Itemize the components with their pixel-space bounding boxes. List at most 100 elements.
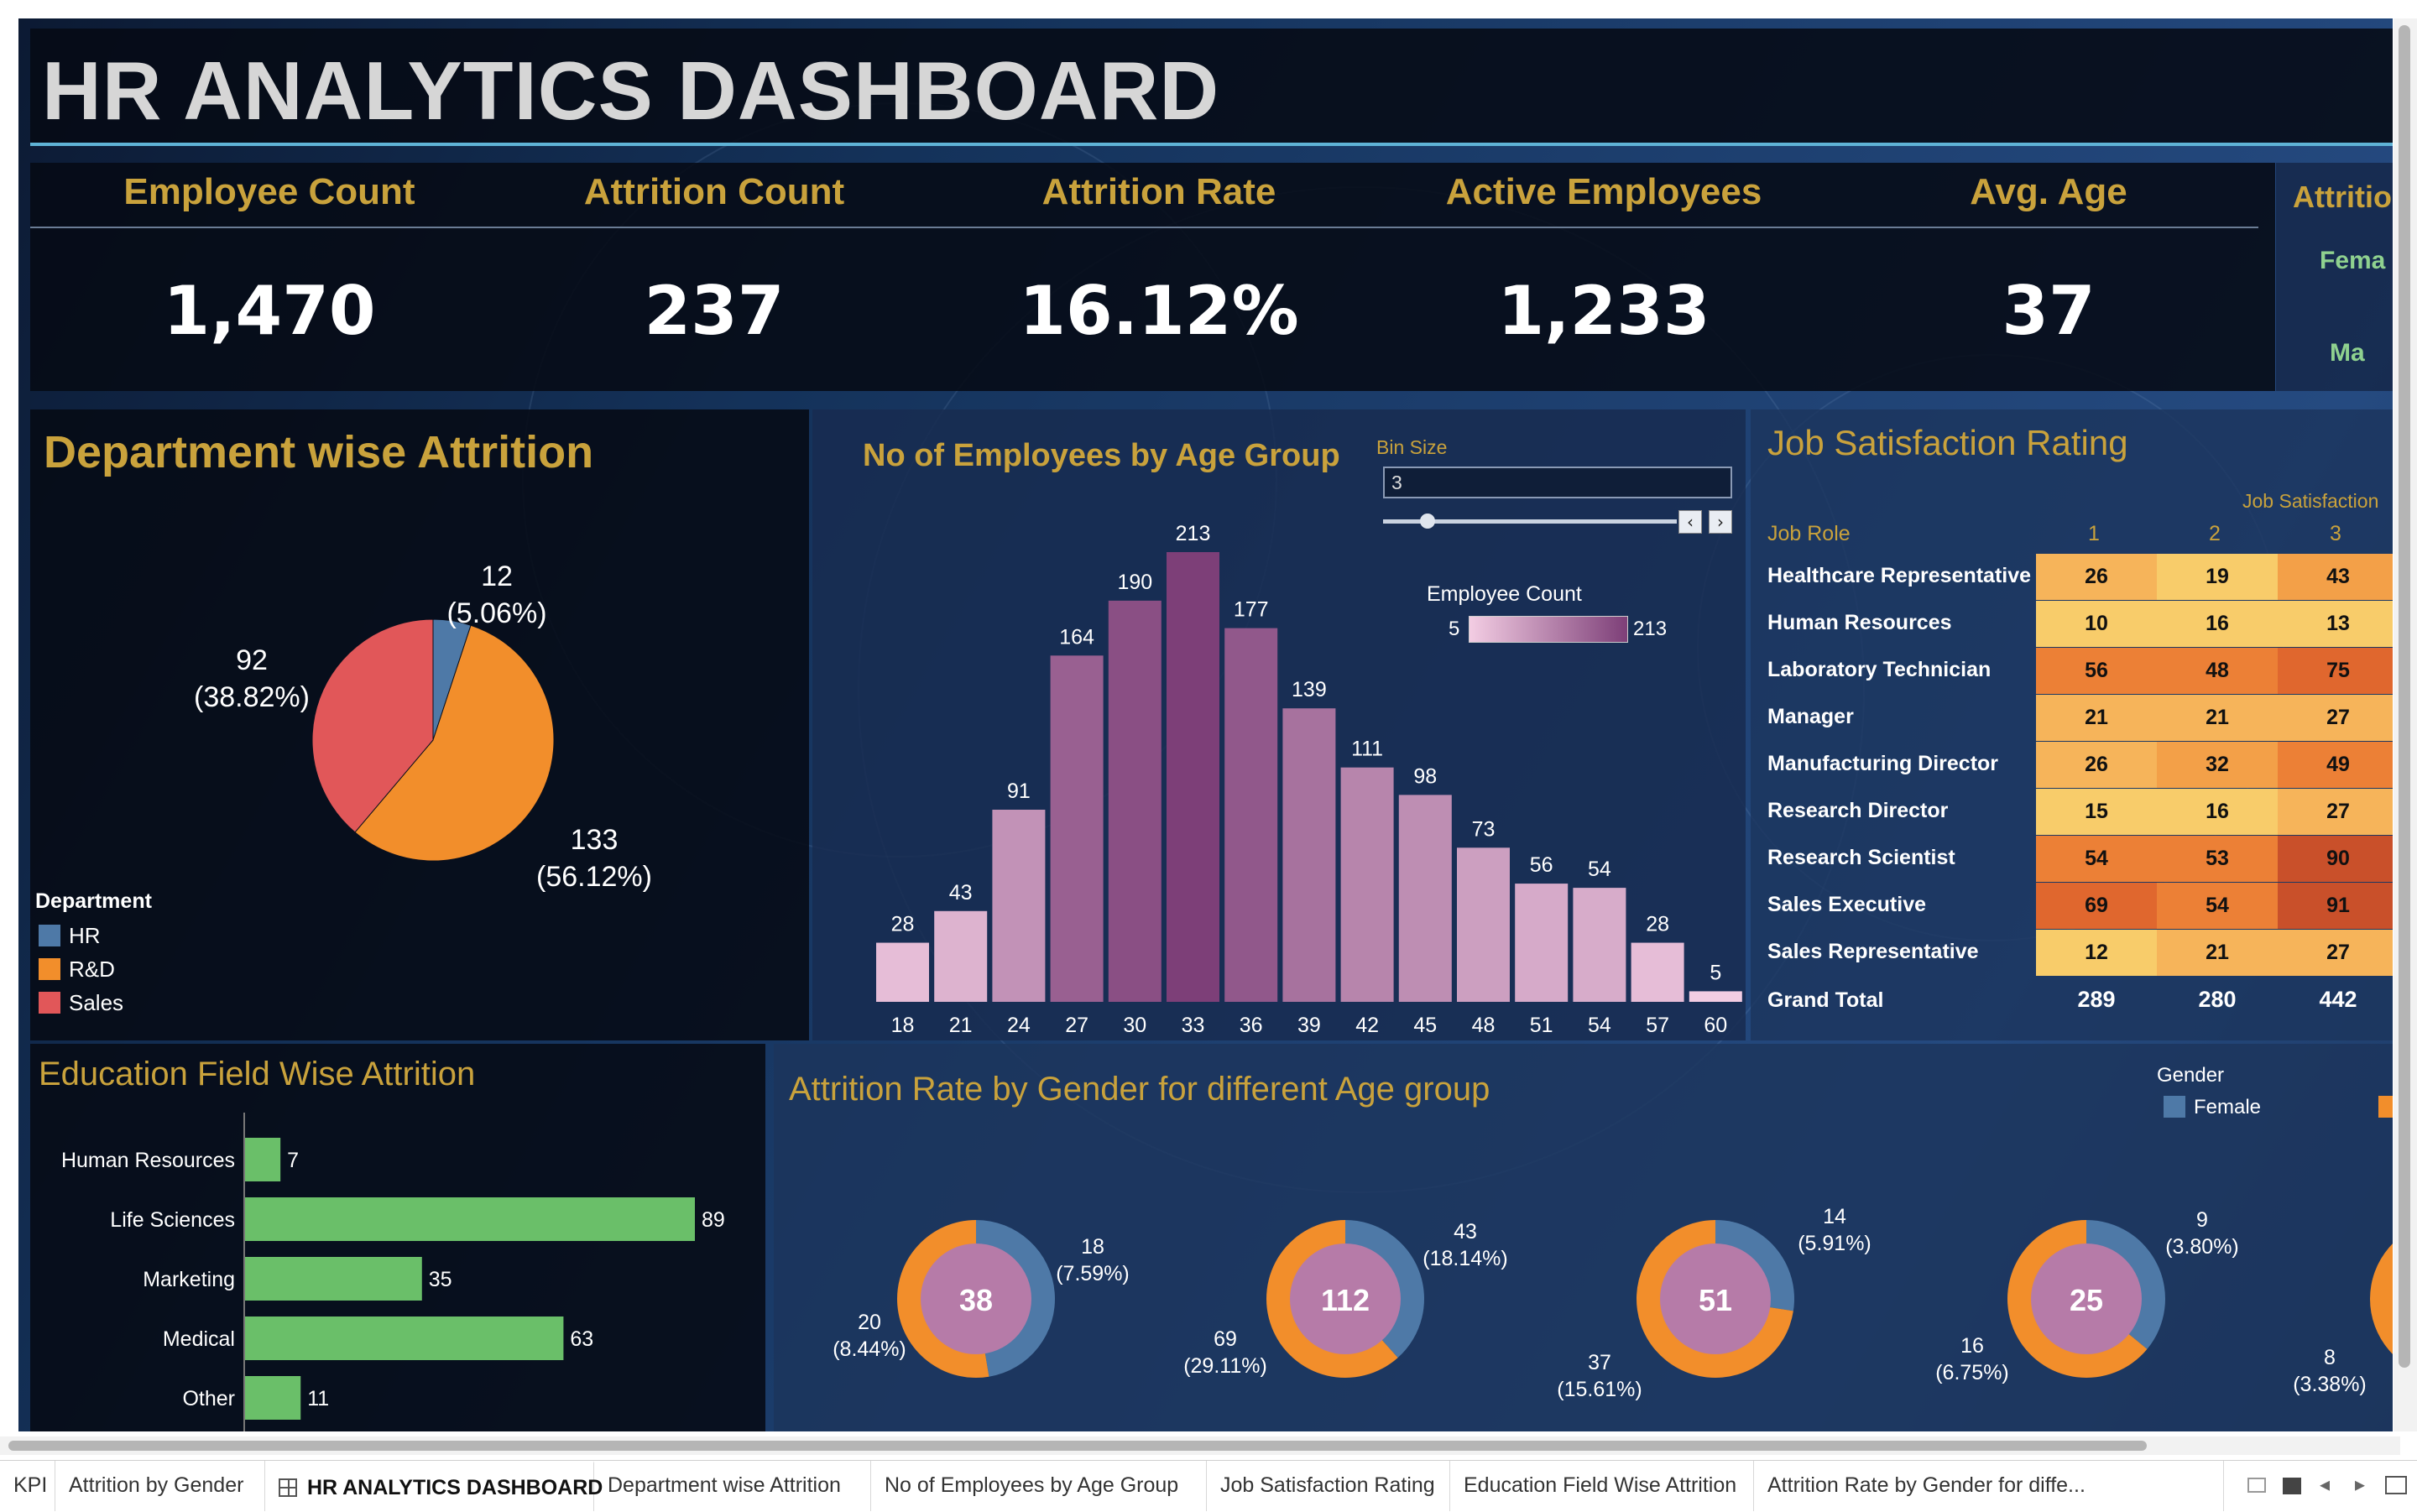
- filmstrip-view-icon[interactable]: [2283, 1478, 2301, 1494]
- education-bar[interactable]: [245, 1197, 695, 1241]
- age-bar[interactable]: [992, 810, 1046, 1002]
- heatmap-cell[interactable]: 54: [2036, 836, 2157, 882]
- slider-next-button[interactable]: ›: [1709, 510, 1732, 534]
- heatmap-cell[interactable]: 53: [2157, 836, 2278, 882]
- male-value-label: 8: [2324, 1346, 2336, 1369]
- pie-slice-sales[interactable]: [311, 618, 434, 833]
- education-field-panel[interactable]: Education Field Wise Attrition Human Res…: [30, 1044, 765, 1431]
- scroll-left-icon[interactable]: ◂: [2320, 1473, 2331, 1496]
- education-bar[interactable]: [245, 1316, 564, 1360]
- heatmap-cell[interactable]: 21: [2157, 930, 2278, 976]
- heatmap-cell[interactable]: 91: [2278, 883, 2393, 929]
- education-bar-chart[interactable]: Human Resources 7 Life Sciences 89 Marketing…: [30, 1044, 765, 1431]
- age-bar[interactable]: [1224, 628, 1278, 1002]
- age-bar[interactable]: [1631, 942, 1684, 1002]
- female-percent-label: (3.80%): [2165, 1235, 2239, 1259]
- x-tick-label: 54: [1588, 1014, 1611, 1037]
- tab-attrition-by-gender[interactable]: Attrition by Gender: [55, 1461, 265, 1511]
- bin-size-slider-handle[interactable]: [1420, 514, 1435, 529]
- gender-kpi-female: Fema: [2320, 247, 2386, 274]
- heatmap-cell[interactable]: 26: [2036, 554, 2157, 600]
- column-label: 2: [2209, 522, 2221, 545]
- bin-size-slider-track[interactable]: [1383, 519, 1677, 524]
- pie-slice-rnd[interactable]: [354, 624, 555, 862]
- tab-department-wise-attrition[interactable]: Department wise Attrition: [594, 1461, 871, 1511]
- heatmap-cell[interactable]: 16: [2157, 601, 2278, 647]
- age-bar[interactable]: [1282, 708, 1336, 1002]
- row-header: Job Role: [1767, 522, 1851, 545]
- job-satisfaction-heatmap[interactable]: 1 2 3 Healthcare Representative 26 19 43 Human …: [1751, 409, 2393, 1040]
- heatmap-cell[interactable]: 56: [2036, 648, 2157, 694]
- age-bar[interactable]: [1050, 655, 1104, 1002]
- gender-donut-charts[interactable]: 38 18 (7.59%) 20 (8.44%) 112 43 (18.14%) 69 (29.1…: [774, 1044, 2393, 1431]
- education-bar[interactable]: [245, 1138, 281, 1181]
- heatmap-cell[interactable]: 27: [2278, 789, 2393, 835]
- age-bar[interactable]: [1340, 767, 1394, 1002]
- age-bar[interactable]: [934, 910, 988, 1002]
- age-bar[interactable]: [1108, 600, 1162, 1002]
- heatmap-cell[interactable]: 48: [2157, 648, 2278, 694]
- tab-no-of-employees-by-age-group[interactable]: No of Employees by Age Group: [871, 1461, 1207, 1511]
- age-bar[interactable]: [1167, 552, 1219, 1002]
- x-tick-label: 60: [1704, 1014, 1727, 1037]
- bin-size-input[interactable]: [1383, 467, 1732, 498]
- gender-age-panel[interactable]: Attrition Rate by Gender for different A…: [774, 1044, 2393, 1431]
- heatmap-cell[interactable]: 13: [2278, 601, 2393, 647]
- tab-job-satisfaction-rating[interactable]: Job Satisfaction Rating: [1207, 1461, 1450, 1511]
- donut-total-label: 112: [1321, 1283, 1370, 1317]
- age-bar[interactable]: [1573, 888, 1626, 1002]
- heatmap-cell[interactable]: 54: [2157, 883, 2278, 929]
- education-bar[interactable]: [245, 1376, 301, 1420]
- age-bar[interactable]: [1515, 884, 1569, 1002]
- tab-kpi[interactable]: KPI: [0, 1461, 55, 1511]
- heatmap-cell[interactable]: 19: [2157, 554, 2278, 600]
- row-label: Manufacturing Director: [1767, 752, 1999, 775]
- heatmap-cell[interactable]: 12: [2036, 930, 2157, 976]
- grid-view-icon[interactable]: [2247, 1478, 2266, 1493]
- education-bar[interactable]: [245, 1257, 422, 1301]
- heatmap-cell[interactable]: 90: [2278, 836, 2393, 882]
- department-attrition-panel[interactable]: Department wise Attrition 12 (5.06%) 92 (38…: [30, 409, 809, 1040]
- bar-value-label: 11: [307, 1387, 329, 1410]
- x-tick-label: 24: [1007, 1014, 1031, 1037]
- legend-label: R&D: [69, 957, 115, 982]
- bin-size-label: Bin Size: [1376, 436, 1448, 458]
- heatmap-cell[interactable]: 69: [2036, 883, 2157, 929]
- scroll-right-icon[interactable]: ▸: [2355, 1473, 2366, 1496]
- tab-education-field-wise-attrition[interactable]: Education Field Wise Attrition: [1450, 1461, 1754, 1511]
- heatmap-cell[interactable]: 21: [2157, 695, 2278, 741]
- bar-value-label: 177: [1234, 598, 1269, 622]
- heatmap-cell[interactable]: 75: [2278, 648, 2393, 694]
- age-bar[interactable]: [1689, 991, 1742, 1002]
- heatmap-cell[interactable]: 10: [2036, 601, 2157, 647]
- age-group-bar-chart[interactable]: 28 18 43 21 91 24 164 27 190 30 213 33 177 36 139 39 111…: [812, 409, 1746, 1040]
- tab-attrition-rate-by-gender[interactable]: Attrition Rate by Gender for diffe...: [1754, 1461, 2224, 1511]
- job-satisfaction-panel[interactable]: Job Satisfaction Rating Job Satisfaction…: [1751, 409, 2393, 1040]
- bar-value-label: 35: [429, 1268, 452, 1291]
- bar-value-label: 56: [1530, 853, 1553, 877]
- presentation-mode-icon[interactable]: [2385, 1476, 2407, 1494]
- donut-slice-male-partial[interactable]: [2370, 1221, 2393, 1377]
- y-category-label: Marketing: [143, 1268, 235, 1291]
- department-pie-chart[interactable]: 12 (5.06%) 92 (38.82%) 133 (56.12%): [30, 409, 809, 1040]
- age-group-panel[interactable]: No of Employees by Age Group Bin Size ‹ …: [812, 409, 1746, 1040]
- heatmap-cell[interactable]: 49: [2278, 742, 2393, 788]
- heatmap-cell[interactable]: 27: [2278, 930, 2393, 976]
- heatmap-cell[interactable]: 32: [2157, 742, 2278, 788]
- slider-prev-button[interactable]: ‹: [1678, 510, 1702, 534]
- kpi-value: 37: [2002, 272, 2096, 350]
- heatmap-cell[interactable]: 21: [2036, 695, 2157, 741]
- age-bar[interactable]: [1457, 847, 1510, 1002]
- panel-title: Department wise Attrition: [44, 427, 594, 477]
- heatmap-cell[interactable]: 43: [2278, 554, 2393, 600]
- age-bar[interactable]: [1398, 795, 1452, 1002]
- gender-kpi-panel[interactable]: Attritio Fema Ma: [2276, 163, 2393, 391]
- heatmap-cell[interactable]: 27: [2278, 695, 2393, 741]
- vertical-scrollbar-thumb[interactable]: [2399, 25, 2410, 1368]
- heatmap-cell[interactable]: 26: [2036, 742, 2157, 788]
- heatmap-cell[interactable]: 15: [2036, 789, 2157, 835]
- age-bar[interactable]: [876, 942, 929, 1002]
- horizontal-scrollbar-thumb[interactable]: [8, 1441, 2147, 1451]
- heatmap-cell[interactable]: 16: [2157, 789, 2278, 835]
- tab-hr-analytics-dashboard[interactable]: HR ANALYTICS DASHBOARD: [265, 1461, 603, 1511]
